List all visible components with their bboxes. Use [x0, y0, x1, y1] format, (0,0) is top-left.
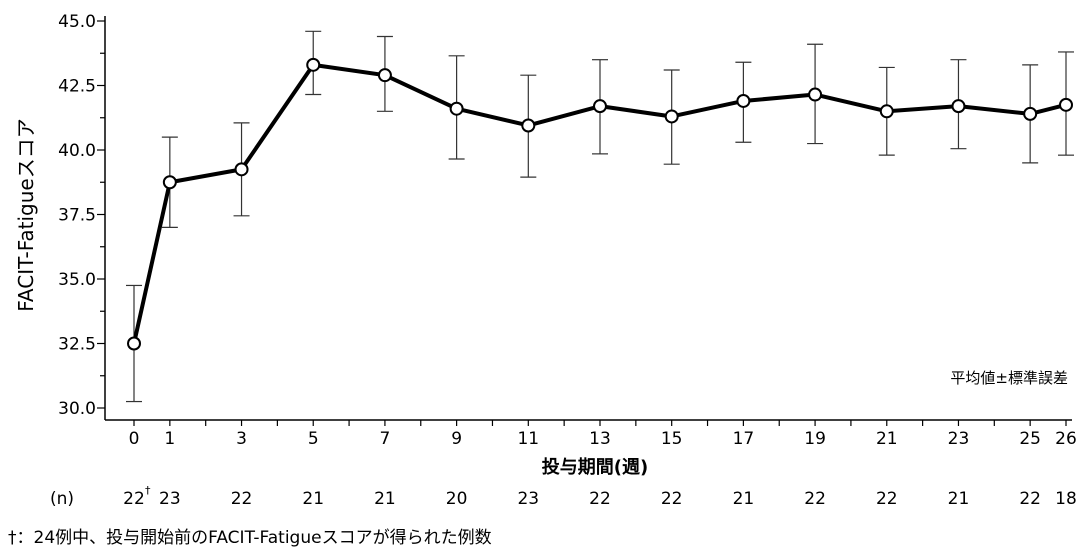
data-point — [377, 68, 392, 83]
y-tick-label: 37.5 — [58, 206, 96, 226]
x-tick-label: 1 — [164, 429, 175, 449]
data-point — [736, 93, 751, 108]
x-tick-label: 5 — [308, 429, 319, 449]
x-tick-label: 21 — [876, 429, 898, 449]
data-point — [808, 87, 823, 102]
x-tick-label: 25 — [1019, 429, 1041, 449]
y-tick-label: 35.0 — [58, 270, 96, 290]
data-point — [234, 162, 249, 177]
y-axis-ticks: 30.0 32.5 35.0 37.5 40.0 42.5 45.0 — [58, 12, 105, 419]
n-value: 21 — [733, 489, 755, 509]
n-value: 23 — [159, 489, 181, 509]
data-points — [127, 57, 1073, 351]
x-axis-label: 投与期間(週) — [542, 456, 648, 478]
x-tick-label: 19 — [804, 429, 826, 449]
footnote: †：24例中、投与開始前のFACIT-Fatigueスコアが得られた例数 — [8, 528, 492, 548]
y-tick-label: 42.5 — [58, 77, 96, 97]
n-value: 21 — [302, 489, 324, 509]
x-tick-label: 15 — [661, 429, 683, 449]
data-point — [1059, 97, 1073, 112]
data-point — [664, 109, 679, 124]
data-point — [879, 104, 894, 119]
x-axis-ticks: 0 1 3 5 7 9 11 13 15 17 19 21 23 25 26 — [129, 420, 1077, 449]
data-point — [449, 101, 464, 116]
n-value: 22 — [804, 489, 826, 509]
n-value: 22 — [876, 489, 898, 509]
x-tick-label: 11 — [517, 429, 539, 449]
x-tick-label: 17 — [733, 429, 755, 449]
n-value: 22 — [589, 489, 611, 509]
n-dagger: † — [145, 484, 151, 497]
n-value: 18 — [1055, 489, 1077, 509]
data-point — [306, 57, 321, 72]
n-value: 23 — [517, 489, 539, 509]
data-point — [1023, 106, 1038, 121]
chart-axes — [104, 16, 1072, 421]
x-tick-label: 0 — [129, 429, 140, 449]
y-axis-label: FACIT-Fatigueスコア — [14, 118, 38, 311]
n-value: 20 — [446, 489, 468, 509]
x-tick-label: 3 — [236, 429, 247, 449]
y-tick-label: 32.5 — [58, 335, 96, 355]
y-tick-label: 30.0 — [58, 399, 96, 419]
data-point — [162, 175, 177, 190]
y-tick-label: 40.0 — [58, 141, 96, 161]
x-tick-label: 26 — [1055, 429, 1077, 449]
data-point — [127, 336, 141, 351]
x-tick-label: 9 — [451, 429, 462, 449]
y-tick-label: 45.0 — [58, 12, 96, 32]
data-point — [951, 99, 966, 114]
x-tick-label: 13 — [589, 429, 611, 449]
n-value: 21 — [374, 489, 396, 509]
n-value: 21 — [948, 489, 970, 509]
n-row-label: (n) — [50, 489, 74, 509]
n-value: 22 — [661, 489, 683, 509]
x-tick-label: 23 — [948, 429, 970, 449]
error-bars — [126, 30, 1074, 403]
data-point — [593, 99, 607, 114]
n-value: 22 — [123, 489, 145, 509]
n-value: 22 — [231, 489, 253, 509]
sample-size-row: 22 23 22 21 21 20 23 22 22 21 22 22 21 22 18 † — [123, 484, 1077, 509]
data-point — [521, 118, 536, 133]
n-value: 22 — [1019, 489, 1041, 509]
error-annotation: 平均値±標準誤差 — [950, 369, 1068, 387]
x-tick-label: 7 — [380, 429, 391, 449]
